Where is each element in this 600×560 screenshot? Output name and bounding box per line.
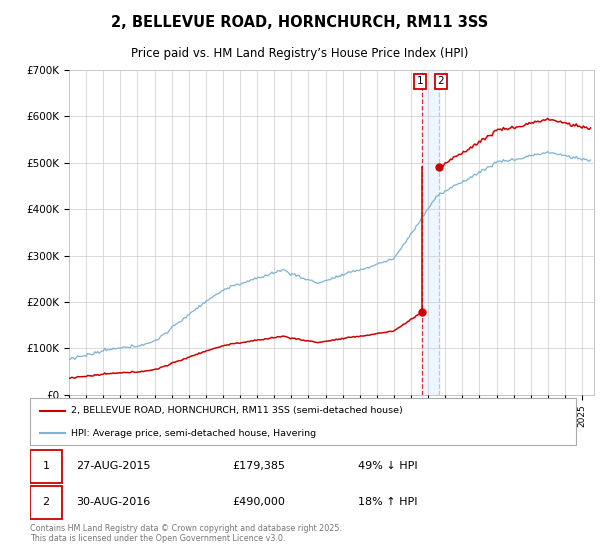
FancyBboxPatch shape: [30, 398, 576, 445]
Text: 1: 1: [417, 76, 424, 86]
Text: Contains HM Land Registry data © Crown copyright and database right 2025.
This d: Contains HM Land Registry data © Crown c…: [30, 524, 342, 543]
Text: 2, BELLEVUE ROAD, HORNCHURCH, RM11 3SS (semi-detached house): 2, BELLEVUE ROAD, HORNCHURCH, RM11 3SS (…: [71, 407, 403, 416]
FancyBboxPatch shape: [30, 450, 62, 483]
Text: 49% ↓ HPI: 49% ↓ HPI: [358, 461, 417, 471]
Text: 27-AUG-2015: 27-AUG-2015: [76, 461, 151, 471]
Text: £490,000: £490,000: [232, 497, 285, 507]
Bar: [422, 70, 439, 395]
Text: 18% ↑ HPI: 18% ↑ HPI: [358, 497, 417, 507]
Text: 2: 2: [437, 76, 444, 86]
Text: HPI: Average price, semi-detached house, Havering: HPI: Average price, semi-detached house,…: [71, 429, 316, 438]
Text: 2: 2: [42, 497, 49, 507]
FancyBboxPatch shape: [30, 486, 62, 519]
Text: Price paid vs. HM Land Registry’s House Price Index (HPI): Price paid vs. HM Land Registry’s House …: [131, 47, 469, 60]
Text: £179,385: £179,385: [232, 461, 285, 471]
Text: 30-AUG-2016: 30-AUG-2016: [76, 497, 151, 507]
Text: 2, BELLEVUE ROAD, HORNCHURCH, RM11 3SS: 2, BELLEVUE ROAD, HORNCHURCH, RM11 3SS: [112, 15, 488, 30]
Text: 1: 1: [43, 461, 49, 471]
